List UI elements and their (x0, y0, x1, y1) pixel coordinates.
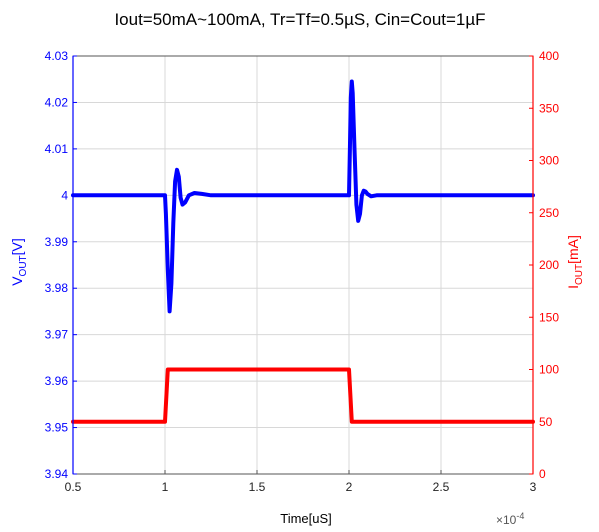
y-right-tick-label: 200 (539, 258, 559, 272)
y-left-tick-label: 4 (61, 188, 68, 202)
iout-series-line (71, 367, 535, 424)
axes: 0.5 1 1.5 2 2.5 3 3.94 3.95 3.96 3.97 3.98 3.99 4 4.0… (45, 49, 560, 494)
y-right-tick-label: 300 (539, 154, 559, 168)
x-tick-label: 1 (162, 480, 169, 494)
x-tick-label: 3 (530, 480, 537, 494)
y-left-axis-label: VOUT[V] (9, 238, 29, 286)
y-left-label-main: V (9, 276, 25, 286)
x-axis-exponent: ×10-4 (496, 511, 524, 527)
y-left-tick-label: 3.98 (45, 281, 69, 295)
x-axis-label: Time[uS] (280, 511, 332, 526)
y-right-label-main: I (565, 285, 581, 289)
x-axis-exponent-base: ×10 (496, 513, 517, 527)
series-layer (71, 79, 535, 424)
x-tick-label: 0.5 (65, 480, 82, 494)
y-left-tick-label: 3.97 (45, 328, 69, 342)
x-tick-label: 2.5 (433, 480, 450, 494)
y-right-tick-label: 250 (539, 206, 559, 220)
x-axis-exponent-power: -4 (516, 511, 524, 521)
y-left-tick-label: 3.99 (45, 235, 69, 249)
y-left-tick-label: 4.01 (45, 142, 69, 156)
y-right-tick-label: 150 (539, 310, 559, 324)
y-right-label-unit: [mA] (565, 235, 581, 264)
y-right-tick-label: 0 (539, 467, 546, 481)
y-left-tick-label: 3.94 (45, 467, 69, 481)
y-left-tick-label: 3.96 (45, 374, 69, 388)
y-left-label-sub: OUT (18, 255, 29, 276)
y-right-tick-label: 100 (539, 363, 559, 377)
x-tick-label: 1.5 (249, 480, 266, 494)
plot-frame (72, 55, 534, 475)
y-left-label-unit: [V] (9, 238, 25, 255)
y-left-tick-label: 4.02 (45, 95, 69, 109)
y-right-tick-label: 350 (539, 101, 559, 115)
chart-title: Iout=50mA~100mA, Tr=Tf=0.5µS, Cin=Cout=1… (114, 10, 485, 29)
y-right-tick-label: 400 (539, 49, 559, 63)
y-right-tick-label: 50 (539, 415, 553, 429)
grid (72, 55, 534, 475)
x-tick-label: 2 (346, 480, 353, 494)
y-left-tick-label: 3.95 (45, 421, 69, 435)
y-left-tick-label: 4.03 (45, 49, 69, 63)
y-right-label-sub: OUT (574, 264, 585, 285)
y-right-axis-label: IOUT[mA] (565, 235, 585, 289)
vout-series-line (71, 79, 535, 314)
